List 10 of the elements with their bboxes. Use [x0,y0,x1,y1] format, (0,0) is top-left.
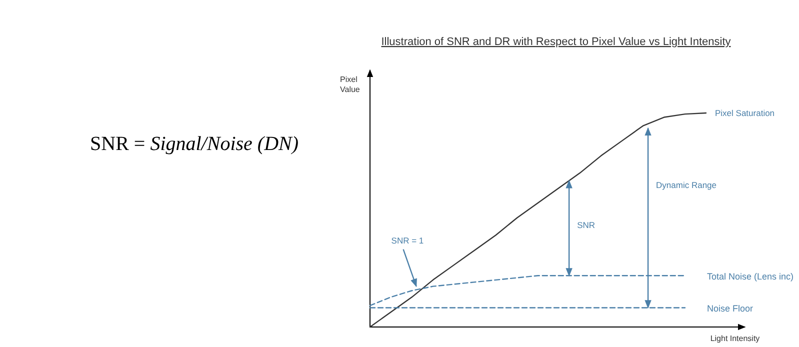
annotation: Dynamic Range [656,180,717,190]
text: SNR = Signal/Noise (DN) [90,133,299,155]
x-axis-title: Light Intensity [710,334,760,343]
annotation: SNR = 1 [391,235,424,246]
text: Noise Floor [707,304,754,314]
annotation: Pixel Saturation [715,108,775,118]
annotation: SNR [577,220,596,230]
chart-title: Illustration of SNR and DR with Respect to Pixel Value vs Light Intensity [381,36,732,48]
y-axis-title: Pixel Value [340,75,360,94]
text: Total Noise (Lens inc) [707,272,794,282]
